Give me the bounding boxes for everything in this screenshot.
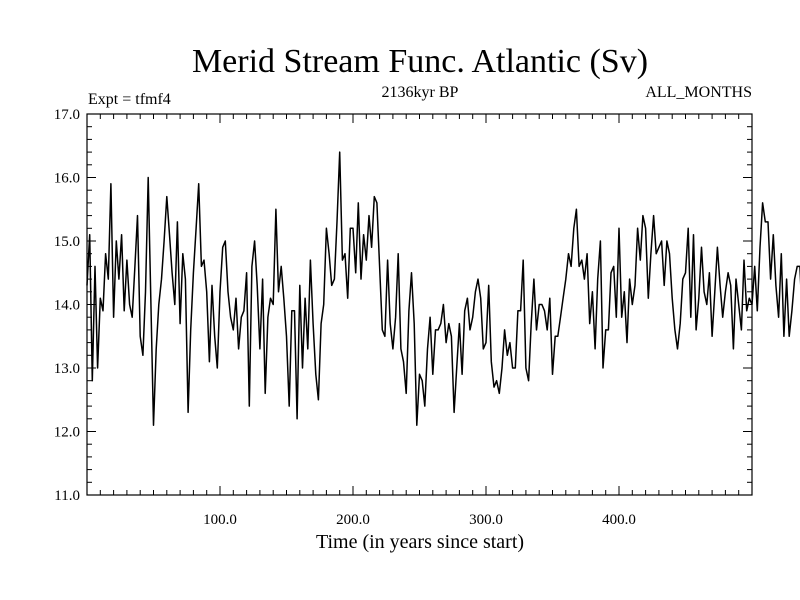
chart-title: Merid Stream Func. Atlantic (Sv)	[192, 43, 648, 80]
y-tick-label: 13.0	[54, 361, 80, 377]
x-tick-label: 400.0	[602, 512, 636, 528]
y-tick-label: 17.0	[54, 107, 80, 123]
y-tick-label: 15.0	[54, 234, 80, 250]
y-tick-label: 14.0	[54, 298, 80, 314]
x-tick-label: 300.0	[469, 512, 503, 528]
x-tick-label: 100.0	[203, 512, 237, 528]
plot-frame	[86, 113, 753, 496]
y-tick-label: 12.0	[54, 425, 80, 441]
x-tick-label: 200.0	[336, 512, 370, 528]
series-line	[86, 151, 800, 426]
period-label: 2136kyr BP	[382, 84, 459, 101]
months-label: ALL_MONTHS	[645, 84, 752, 101]
x-axis-label: Time (in years since start)	[316, 531, 524, 553]
x-axis: 100.0 200.0 300.0 400.0	[99, 114, 740, 528]
experiment-label: Expt = tfmf4	[88, 91, 171, 108]
y-tick-label: 11.0	[54, 488, 80, 504]
y-tick-label: 16.0	[54, 171, 80, 187]
